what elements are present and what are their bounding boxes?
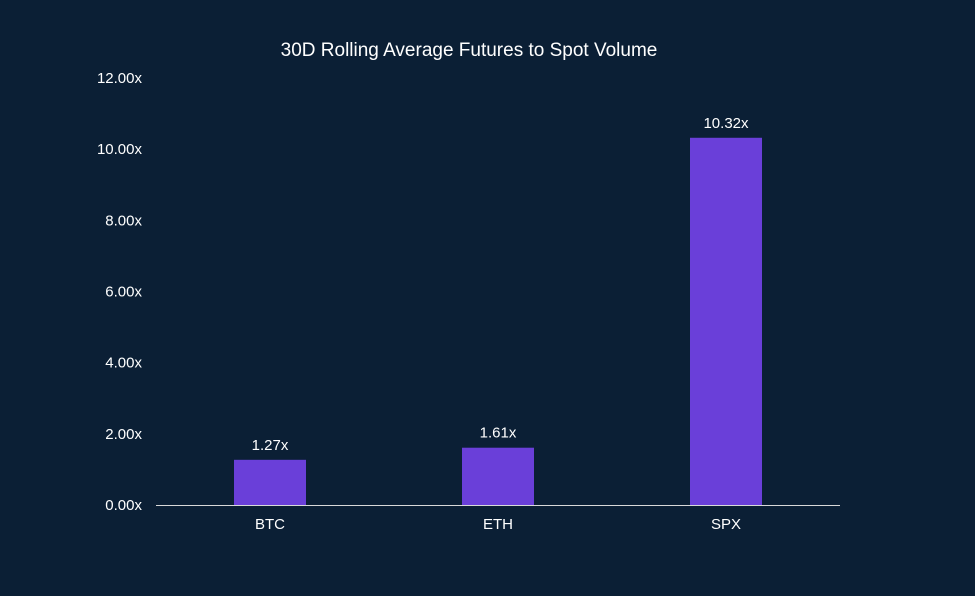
y-tick-label: 4.00x [105,355,142,372]
bar-btc [234,459,306,505]
chart-title: 30D Rolling Average Futures to Spot Volu… [281,40,658,61]
bar-spx [690,137,762,505]
x-axis: BTC ETH SPX [156,505,840,533]
data-label: 1.27x [252,437,289,454]
y-tick-label: 2.00x [105,426,142,443]
data-labels: 1.27x 1.61x 10.32x [252,115,749,454]
y-tick-label: 12.00x [97,70,143,87]
bars [234,137,762,505]
y-axis: 0.00x 2.00x 4.00x 6.00x 8.00x 10.00x 12.00x [97,70,143,514]
bar-eth [462,447,534,505]
y-tick-label: 8.00x [105,212,142,229]
x-tick-label: ETH [483,516,513,533]
x-tick-label: SPX [711,516,741,533]
y-tick-label: 6.00x [105,284,142,301]
x-tick-label: BTC [255,516,285,533]
data-label: 10.32x [703,115,749,132]
y-tick-label: 10.00x [97,141,143,158]
y-tick-label: 0.00x [105,497,142,514]
data-label: 1.61x [480,425,517,442]
